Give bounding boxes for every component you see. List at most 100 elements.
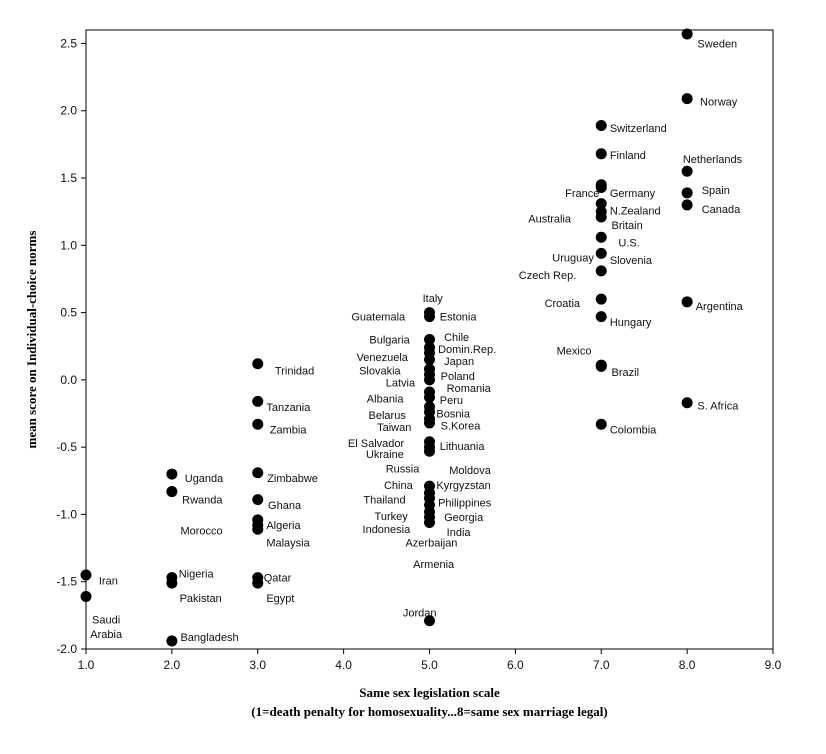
data-point — [252, 494, 264, 506]
x-tick-label: 6.0 — [507, 658, 524, 672]
point-label: Nigeria — [179, 569, 215, 581]
point-label: Netherlands — [683, 154, 743, 166]
point-label: France — [565, 188, 599, 200]
point-label: Brazil — [612, 367, 640, 379]
point-label: Philippines — [438, 497, 492, 509]
point-label: N.Zealand — [610, 205, 661, 217]
data-point — [595, 247, 607, 259]
x-axis-title: Same sex legislation scale — [359, 685, 500, 700]
point-label: Zimbabwe — [267, 473, 318, 485]
data-point — [595, 181, 607, 193]
y-tick-label: 1.5 — [60, 171, 77, 185]
point-label: Chile — [444, 332, 469, 344]
data-point — [595, 418, 607, 430]
point-label: Germany — [610, 188, 656, 200]
point-label: Tanzania — [266, 402, 311, 414]
y-tick-label: 0.5 — [60, 306, 77, 320]
point-labels: Sweden Norway Netherlands Spain Canada Argent… — [90, 38, 743, 643]
data-point — [80, 591, 92, 603]
point-label: Indonesia — [363, 524, 412, 536]
point-label: Argentina — [696, 301, 744, 313]
point-label: Finland — [610, 150, 646, 162]
point-label: Egypt — [266, 593, 294, 605]
x-tick-label: 9.0 — [765, 658, 782, 672]
point-label: Morocco — [180, 526, 222, 538]
data-point — [595, 148, 607, 160]
x-tick-label: 7.0 — [593, 658, 610, 672]
point-label: Hungary — [610, 317, 652, 329]
data-point — [595, 360, 607, 372]
data-point — [595, 311, 607, 323]
point-label: India — [447, 527, 472, 539]
data-point — [595, 120, 607, 132]
y-axis-title: mean score on Individual-choice norms — [24, 231, 39, 449]
data-point — [252, 395, 264, 407]
y-tick-label: 0.0 — [60, 373, 77, 387]
data-point — [424, 391, 435, 403]
data-point — [166, 635, 178, 647]
data-point — [252, 418, 264, 430]
y-tick-label: -1.5 — [56, 575, 77, 589]
point-label: Ghana — [268, 500, 302, 512]
x-tick-label: 3.0 — [249, 658, 266, 672]
data-point — [424, 334, 435, 345]
point-label: Italy — [423, 293, 444, 305]
point-label: Japan — [444, 356, 474, 368]
point-label: Sweden — [697, 38, 737, 50]
point-label: Ukraine — [366, 449, 404, 461]
point-label: S.Korea — [441, 421, 482, 433]
point-label: Slovenia — [610, 255, 653, 267]
y-axis: -2.0 -1.5 -1.0 -0.5 0.0 0.5 1.0 1.5 2.0 2.5 — [56, 36, 86, 656]
point-label: Bosnia — [436, 409, 471, 421]
y-tick-label: -2.0 — [56, 642, 77, 656]
point-label: Spain — [702, 185, 730, 197]
point-label: Belarus — [369, 410, 407, 422]
y-tick-label: 2.5 — [60, 36, 77, 50]
point-label: Guatemala — [351, 312, 406, 324]
data-point — [681, 187, 693, 199]
data-point — [595, 198, 607, 210]
point-label: Moldova — [449, 465, 491, 477]
point-label: Britain — [612, 220, 643, 232]
x-tick-label: 8.0 — [679, 658, 696, 672]
data-point — [595, 231, 607, 243]
y-tick-label: -1.0 — [56, 507, 77, 521]
point-label: Rwanda — [182, 495, 223, 507]
data-point — [595, 293, 607, 305]
point-label: Lithuania — [440, 441, 486, 453]
data-point — [681, 199, 693, 211]
data-point — [252, 523, 264, 535]
point-label: Bulgaria — [369, 335, 410, 347]
data-point — [681, 93, 693, 105]
data-point — [166, 577, 178, 589]
point-label: Russia — [386, 464, 421, 476]
point-label: Azerbaijan — [405, 538, 457, 550]
point-label: Canada — [702, 204, 741, 216]
data-point — [424, 517, 435, 529]
x-tick-label: 5.0 — [421, 658, 438, 672]
point-label: Switzerland — [610, 123, 667, 135]
point-label: China — [384, 480, 414, 492]
data-point — [424, 354, 435, 366]
point-label: Mexico — [557, 345, 592, 357]
point-label: Kyrgyzstan — [436, 480, 490, 492]
y-tick-label: 2.0 — [60, 104, 77, 118]
data-point — [424, 417, 435, 429]
data-point — [166, 486, 178, 498]
point-label: Norway — [700, 96, 738, 108]
point-label: Czech Rep. — [519, 270, 576, 282]
point-label: Georgia — [444, 512, 484, 524]
point-label: Pakistan — [180, 593, 222, 605]
y-tick-label: -0.5 — [56, 440, 77, 454]
point-label: Albania — [367, 394, 405, 406]
point-label: Peru — [440, 395, 463, 407]
x-axis: 1.0 2.0 3.0 4.0 5.0 6.0 7.0 8.0 9.0 — [78, 649, 782, 672]
data-point — [424, 445, 435, 457]
point-label: Slovakia — [359, 365, 401, 377]
point-label: Croatia — [545, 298, 581, 310]
point-label: Algeria — [266, 520, 301, 532]
data-point — [595, 211, 607, 223]
point-label: Zambia — [270, 425, 308, 437]
point-label: S. Africa — [697, 400, 739, 412]
point-label: El Salvador — [348, 438, 405, 450]
